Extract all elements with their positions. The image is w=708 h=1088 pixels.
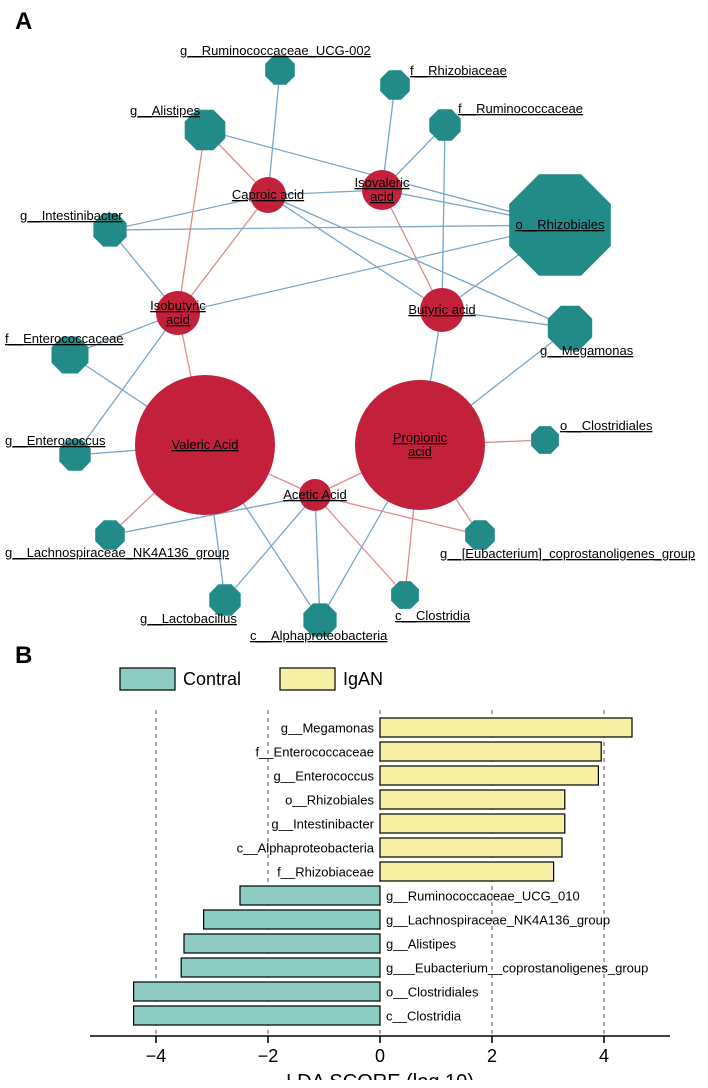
network-edge (442, 125, 445, 310)
taxa-node (429, 109, 460, 140)
bar-label: g__Alistipes (386, 936, 457, 951)
bar-label: g__Intestinibacter (271, 816, 374, 831)
taxa-node-label: f__Ruminococcaceae (458, 101, 583, 116)
x-tick-label: 0 (375, 1046, 385, 1066)
bar-label: c__Alphaproteobacteria (237, 840, 375, 855)
bar-label: f__Enterococcaceae (255, 744, 374, 759)
lda-bar (181, 958, 380, 977)
scfa-node-label: Valeric Acid (172, 437, 239, 452)
bar-label: f__Rhizobiaceae (277, 864, 374, 879)
network-edge (315, 495, 405, 595)
scfa-node-label: Butyric acid (408, 302, 475, 317)
scfa-node-label: Isobutyric (150, 298, 206, 313)
bar-label: g__Megamonas (281, 720, 375, 735)
scfa-node-label: Caproic acid (232, 187, 304, 202)
lda-bar (380, 862, 554, 881)
x-tick-label: 4 (599, 1046, 609, 1066)
taxa-node (531, 426, 559, 454)
lda-bar (380, 766, 598, 785)
taxa-node-label: f__Rhizobiaceae (410, 63, 507, 78)
taxa-node-label: f__Enterococcaceae (5, 331, 124, 346)
bar-label: g___Eubacterium__coprostanoligenes_group (386, 960, 648, 975)
bar-label: g__Lachnospiraceae_NK4A136_group (386, 912, 610, 927)
taxa-node (265, 55, 295, 85)
lda-bar (380, 814, 565, 833)
taxa-node-label: o__Clostridiales (560, 418, 653, 433)
taxa-node-label: g__Intestinibacter (20, 208, 123, 223)
x-tick-label: −4 (146, 1046, 167, 1066)
legend-label-control: Contral (183, 669, 241, 689)
taxa-node (380, 70, 410, 100)
taxa-node-label: g__Lactobacillus (140, 611, 237, 626)
scfa-node-label: Acetic Acid (283, 487, 347, 502)
scfa-node-label: acid (408, 444, 432, 459)
taxa-node-label: g__Ruminococcaceae_UCG-002 (180, 43, 371, 58)
x-tick-label: −2 (258, 1046, 279, 1066)
x-axis-label: LDA SCORE (log 10) (286, 1071, 474, 1080)
lda-bar (134, 982, 380, 1001)
lda-bar (184, 934, 380, 953)
bar-label: c__Clostridia (386, 1008, 462, 1023)
bar-label: g__Ruminococcaceae_UCG_010 (386, 888, 580, 903)
legend-swatch-control (120, 668, 175, 690)
bar-label: o__Rhizobiales (285, 792, 374, 807)
lda-bar (380, 790, 565, 809)
scfa-node-label: Propionic (393, 430, 448, 445)
network-edge (315, 495, 320, 620)
scfa-node-label: acid (166, 312, 190, 327)
lda-bar (380, 838, 562, 857)
taxa-node (391, 581, 419, 609)
network-edge (268, 70, 280, 195)
taxa-node-label: c__Alphaproteobacteria (250, 628, 388, 643)
bar-label: o__Clostridiales (386, 984, 479, 999)
network-edge (178, 130, 205, 313)
taxa-node-label: g__[Eubacterium]_coprostanoligenes_group (440, 546, 695, 561)
lda-bar (380, 718, 632, 737)
network-edge (268, 195, 442, 310)
legend-swatch-igan (280, 668, 335, 690)
taxa-node-label: g__Lachnospiraceae_NK4A136_group (5, 545, 229, 560)
taxa-node-label: g__Megamonas (540, 343, 634, 358)
lda-bar (380, 742, 601, 761)
lda-bar (240, 886, 380, 905)
taxa-node-label: c__Clostridia (395, 608, 471, 623)
network-edge (110, 225, 560, 230)
taxa-node-label: g__Alistipes (130, 103, 201, 118)
panel-b-chart: Contral IgAN g__Megamonas f__Enterococcacea… (0, 650, 708, 1080)
panel-a-network: g__Ruminococcaceae_UCG-002 f__Rhizobiacea… (0, 25, 708, 625)
lda-bar (204, 910, 380, 929)
legend-label-igan: IgAN (343, 669, 383, 689)
taxa-node-label: g__Enterococcus (5, 433, 106, 448)
bar-label: g__Enterococcus (274, 768, 375, 783)
x-tick-label: 2 (487, 1046, 497, 1066)
network-edge (225, 495, 315, 600)
lda-bar (134, 1006, 380, 1025)
scfa-node-label: Isovaleric (355, 175, 410, 190)
taxa-node-label: o__Rhizobiales (516, 217, 605, 232)
scfa-node-label: acid (370, 189, 394, 204)
